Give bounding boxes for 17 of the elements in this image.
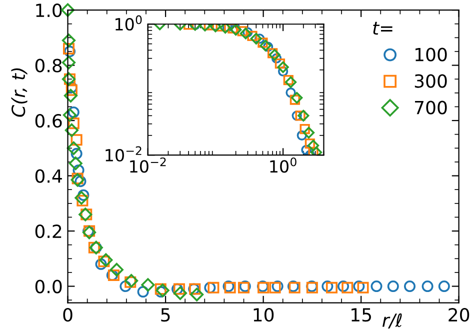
y-axis-title: C(r, t) bbox=[11, 68, 28, 117]
y-tick-label: 0.0 bbox=[35, 280, 62, 294]
y-tick-label: 0.8 bbox=[35, 58, 62, 72]
x-tick-label: 0 bbox=[63, 308, 72, 322]
y-tick-label: 0.6 bbox=[35, 114, 62, 128]
legend-label: 300 bbox=[414, 74, 447, 88]
y-tick-label: 0.2 bbox=[35, 224, 62, 238]
x-tick-label: 10 bbox=[254, 308, 274, 322]
legend-title: t= bbox=[373, 22, 392, 35]
x-tick-label: 15 bbox=[352, 308, 371, 322]
x-axis-title: r/ℓ bbox=[382, 313, 402, 328]
x-tick-label: 20 bbox=[448, 308, 470, 322]
legend-label: 700 bbox=[415, 100, 447, 114]
y-tick-label: 0.4 bbox=[35, 169, 62, 183]
x-tick-label: 5 bbox=[161, 308, 170, 322]
y-tick-label: 1.0 bbox=[36, 4, 62, 18]
legend-label: 100 bbox=[416, 48, 447, 62]
